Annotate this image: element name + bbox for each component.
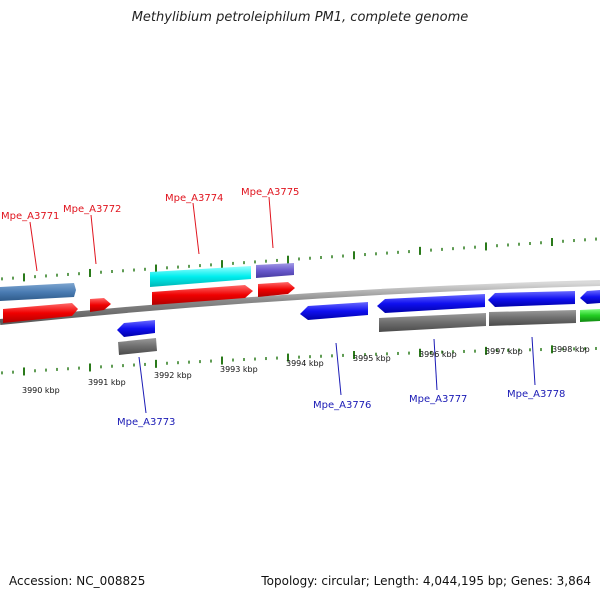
- gene-feature-mpe-a3773: [117, 320, 155, 337]
- kbp-label: 3990 kbp: [22, 386, 60, 395]
- leader-line: [192, 202, 200, 255]
- gene-feature-mpe-a3778: [488, 291, 575, 307]
- gene-feature-partial-green: [580, 309, 600, 322]
- leader-line: [531, 336, 536, 386]
- top-strand-features: [0, 263, 295, 323]
- leader-line: [29, 221, 38, 272]
- bottom-strand-features: [117, 290, 600, 355]
- gene-feature-mpe-a3777-grey: [379, 313, 486, 332]
- gene-feature-mpe-a3772: [90, 298, 111, 312]
- leader-line: [90, 214, 97, 265]
- leader-line: [433, 338, 438, 391]
- kbp-label: 3998 kbp: [552, 345, 590, 354]
- gene-feature-mpe-a3778-grey: [489, 310, 576, 326]
- bottom-tick-row: [1, 345, 597, 376]
- genome-backbone: [0, 280, 600, 325]
- gene-feature-mpe-a3775: [258, 282, 295, 297]
- gene-feature-mpe-a3774-cyan: [150, 266, 251, 287]
- kbp-label: 3996 kbp: [419, 350, 457, 359]
- gene-feature-mpe-a3774: [152, 285, 253, 305]
- kbp-label: 3994 kbp: [286, 359, 324, 368]
- gene-feature-mpe-a3776: [300, 302, 368, 320]
- leader-line: [335, 342, 342, 396]
- gene-label-mpe-a3778: Mpe_A3778: [507, 389, 565, 400]
- kbp-label: 3995 kbp: [353, 354, 391, 363]
- gene-feature-mpe-a3773-grey: [118, 338, 157, 355]
- kbp-label: 3997 kbp: [485, 347, 523, 356]
- top-gene-labels: Mpe_A3771 Mpe_A3772 Mpe_A3774 Mpe_A3775: [1, 187, 299, 272]
- accession-text: Accession: NC_008825: [9, 574, 146, 588]
- leader-line: [138, 356, 147, 414]
- gene-label-mpe-a3777: Mpe_A3777: [409, 394, 467, 405]
- gene-label-mpe-a3772: Mpe_A3772: [63, 204, 121, 215]
- gene-label-mpe-a3774: Mpe_A3774: [165, 193, 223, 204]
- gene-label-mpe-a3773: Mpe_A3773: [117, 417, 175, 428]
- gene-feature-partial-blue: [580, 290, 600, 304]
- topology-text: Topology: circular; Length: 4,044,195 bp…: [261, 574, 591, 588]
- gene-feature-mpe-a3775-purple: [256, 263, 294, 278]
- kbp-label: 3992 kbp: [154, 371, 192, 380]
- top-tick-row: [1, 237, 597, 282]
- bottom-gene-labels: Mpe_A3773 Mpe_A3776 Mpe_A3777 Mpe_A3778: [117, 336, 565, 428]
- gene-feature-steel: [0, 283, 76, 301]
- gene-label-mpe-a3776: Mpe_A3776: [313, 400, 371, 411]
- gene-feature-mpe-a3777: [377, 294, 485, 313]
- kbp-label: 3993 kbp: [220, 365, 258, 374]
- leader-line: [268, 196, 274, 249]
- gene-label-mpe-a3771: Mpe_A3771: [1, 211, 59, 222]
- gene-feature-mpe-a3771: [3, 303, 78, 323]
- gene-label-mpe-a3775: Mpe_A3775: [241, 187, 299, 198]
- kbp-scale-labels: 3990 kbp 3991 kbp 3992 kbp 3993 kbp 3994…: [22, 345, 590, 395]
- genome-title: Methylibium petroleiphilum PM1, complete…: [131, 10, 469, 25]
- kbp-label: 3991 kbp: [88, 378, 126, 387]
